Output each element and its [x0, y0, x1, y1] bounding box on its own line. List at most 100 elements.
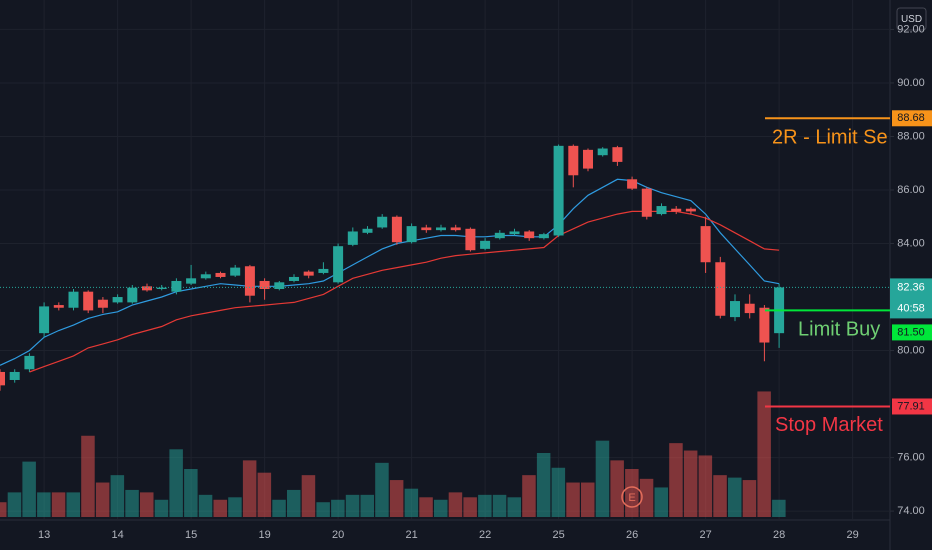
candle-body [24, 355, 35, 370]
candle-body [156, 287, 167, 290]
candle-body [127, 287, 138, 303]
y-tick-label: 76.00 [897, 451, 925, 463]
candle-body [583, 149, 593, 169]
y-tick-label: 90.00 [897, 77, 925, 89]
candle-body [0, 371, 5, 386]
volume-bar [51, 492, 66, 517]
volume-bar [198, 494, 213, 517]
candle-body [553, 145, 564, 236]
last-price-box [890, 278, 932, 319]
order-price-box [892, 110, 932, 127]
order-label: Limit Buy [798, 319, 880, 341]
candle-body [318, 268, 329, 273]
earnings-marker[interactable] [621, 486, 643, 508]
candle-body [142, 286, 152, 291]
volume-bar [228, 497, 242, 517]
volume-bar [37, 492, 51, 517]
volume-bar [272, 499, 286, 517]
candle-body [303, 271, 314, 276]
candle-body [406, 226, 417, 243]
volume-bar [492, 494, 507, 517]
volume-bar [184, 468, 198, 517]
volume-bar [654, 487, 668, 517]
candle-body [597, 148, 608, 156]
y-tick-label: 74.00 [897, 505, 925, 517]
volume-bar [404, 488, 419, 517]
volume-bar [66, 492, 80, 517]
x-tick-label: 22 [479, 529, 491, 541]
candle-body [391, 216, 402, 243]
x-tick-label: 26 [626, 529, 638, 541]
volume-bar [698, 455, 713, 517]
candle-body [186, 278, 197, 284]
volume-bar [7, 492, 22, 517]
candle-body [259, 280, 270, 290]
volume-bar [345, 494, 360, 517]
volume-bar [742, 480, 757, 517]
volume-bar [610, 460, 624, 517]
candle-body [685, 208, 696, 212]
y-tick-label: 80.00 [897, 344, 925, 356]
volume-bar [95, 482, 110, 517]
x-tick-label: 15 [185, 529, 197, 541]
order-label: Stop Market [775, 414, 883, 436]
volume-bar [434, 499, 448, 517]
overlay: 82.36 40:58 88.68 2R - Limit Se 81.50 Limit B… [0, 7, 932, 508]
volume-bar [757, 391, 771, 517]
moving-average [29, 210, 780, 373]
candle-body [421, 227, 432, 231]
y-tick-label: 84.00 [897, 237, 925, 249]
last-price-label: 82.36 [897, 281, 925, 293]
candle-body [744, 303, 755, 314]
y-tick-label: 88.00 [897, 130, 925, 142]
x-tick-label: 20 [332, 529, 344, 541]
volume-bar [389, 480, 404, 517]
candles [0, 144, 785, 391]
volume-bar [257, 472, 272, 517]
volume-bar [625, 468, 639, 517]
volume-bar [478, 494, 492, 517]
candle-body [333, 246, 344, 283]
x-tick-label: 25 [552, 529, 564, 541]
volume-bar [125, 489, 139, 517]
earnings-label: E [628, 492, 635, 504]
candle-body [700, 226, 711, 263]
x-tick-label: 19 [258, 529, 270, 541]
y-tick-label: 92.00 [897, 23, 925, 35]
candle-body [289, 276, 299, 281]
volume-bar [375, 462, 389, 517]
candle-body [200, 274, 211, 279]
candle-body [715, 262, 726, 316]
volume-bar [242, 460, 257, 517]
volume-bar [81, 435, 95, 517]
candle-body [347, 231, 358, 245]
candle-body [230, 267, 241, 276]
moving-averages [0, 178, 780, 373]
candle-body [39, 306, 50, 334]
volume-bar [0, 502, 7, 517]
candle-body [450, 227, 461, 231]
volume-bar [639, 478, 654, 517]
candle-body [465, 228, 476, 251]
volume-bar [669, 443, 683, 517]
candle-body [494, 232, 505, 239]
volume-bar [713, 475, 727, 517]
currency-box[interactable] [896, 7, 927, 31]
volume-bar [507, 497, 521, 517]
x-tick-label: 13 [38, 529, 50, 541]
volume-bar [772, 499, 786, 517]
candle-body [97, 299, 108, 308]
y-tick-label: 86.00 [897, 184, 925, 196]
volume [0, 391, 786, 517]
candle-body [671, 208, 682, 212]
volume-bar [213, 499, 227, 517]
volume-bar [463, 497, 477, 517]
x-tick-label: 29 [846, 529, 858, 541]
candle-body [362, 228, 373, 233]
volume-bar [581, 482, 595, 517]
volume-bar [566, 482, 580, 517]
candle-body [509, 231, 520, 235]
currency-label: USD [901, 14, 922, 25]
